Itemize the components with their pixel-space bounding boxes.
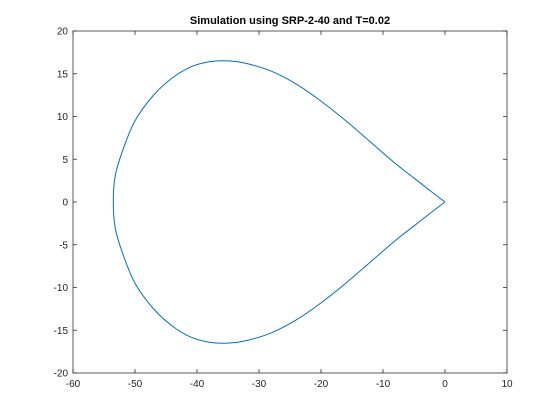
x-tick-label: 0 (442, 379, 448, 390)
x-tick-label: -50 (128, 379, 143, 390)
y-tick-label: -20 (54, 369, 69, 380)
y-tick-label: 10 (57, 112, 69, 123)
series-line (112, 60, 446, 344)
y-tick-label: 20 (57, 27, 69, 38)
y-tick-label: 5 (62, 155, 68, 166)
plot-area (72, 30, 508, 374)
x-tick-label: -20 (314, 379, 329, 390)
series (112, 60, 446, 344)
x-tick-label: -30 (252, 379, 267, 390)
y-tick-label: -15 (54, 326, 69, 337)
x-tick-label: -10 (376, 379, 391, 390)
x-tick-label: 10 (501, 379, 513, 390)
chart-title: Simulation using SRP-2-40 and T=0.02 (190, 15, 390, 27)
y-tick-label: 15 (57, 69, 69, 80)
x-tick-label: -60 (66, 379, 81, 390)
y-tick-label: -10 (54, 283, 69, 294)
x-tick-label: -40 (190, 379, 205, 390)
y-tick-label: 0 (62, 198, 68, 209)
ticks (72, 30, 508, 374)
y-tick-label: -5 (59, 240, 68, 251)
